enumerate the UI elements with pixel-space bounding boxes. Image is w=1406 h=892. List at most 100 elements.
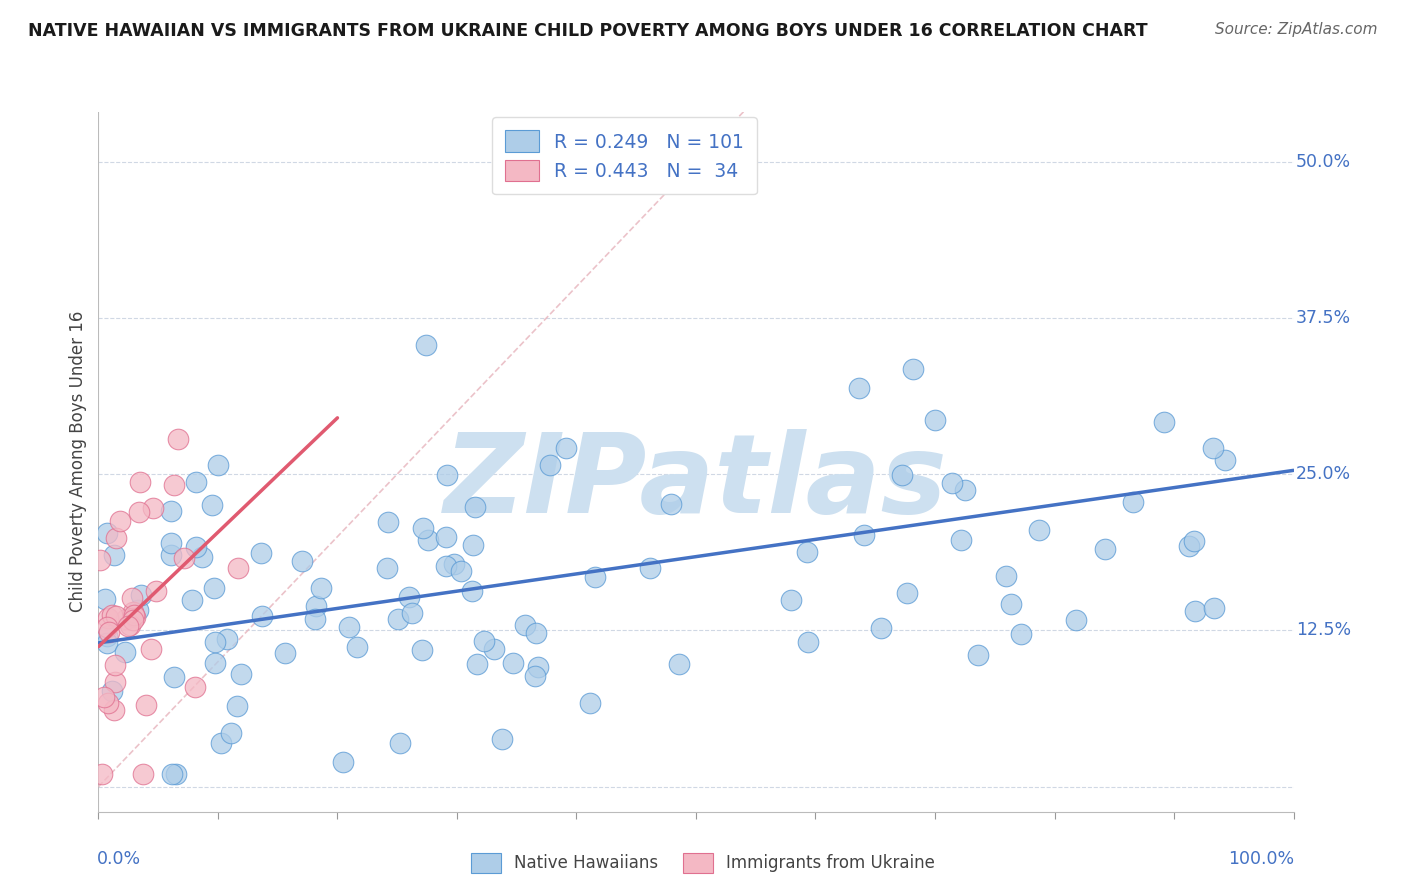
Text: NATIVE HAWAIIAN VS IMMIGRANTS FROM UKRAINE CHILD POVERTY AMONG BOYS UNDER 16 COR: NATIVE HAWAIIAN VS IMMIGRANTS FROM UKRAI…	[28, 22, 1147, 40]
Point	[104, 531, 127, 545]
Point	[467, 657, 489, 671]
Point	[387, 612, 409, 626]
Point	[291, 553, 314, 567]
Point	[502, 656, 524, 670]
Point	[204, 657, 226, 671]
Point	[94, 591, 117, 606]
Point	[482, 642, 505, 657]
Point	[1010, 626, 1032, 640]
Point	[120, 618, 142, 632]
Point	[160, 535, 183, 549]
Point	[215, 632, 238, 646]
Point	[226, 699, 249, 714]
Point	[186, 540, 208, 554]
Point	[304, 612, 326, 626]
Point	[848, 381, 870, 395]
Legend: R = 0.249   N = 101, R = 0.443   N =  34: R = 0.249 N = 101, R = 0.443 N = 34	[492, 118, 756, 194]
Point	[377, 515, 399, 529]
Point	[101, 607, 124, 622]
Point	[89, 553, 111, 567]
Point	[412, 521, 434, 535]
Point	[779, 593, 801, 607]
Point	[1064, 613, 1087, 627]
Point	[207, 458, 229, 472]
Point	[949, 533, 972, 547]
Point	[250, 546, 273, 560]
Point	[209, 735, 232, 749]
Point	[163, 670, 186, 684]
Point	[135, 698, 157, 712]
Text: 50.0%: 50.0%	[1296, 153, 1351, 170]
Y-axis label: Child Poverty Among Boys Under 16: Child Poverty Among Boys Under 16	[69, 311, 87, 612]
Point	[117, 618, 139, 632]
Point	[103, 675, 125, 690]
Point	[416, 533, 439, 548]
Point	[901, 362, 924, 376]
Legend: Native Hawaiians, Immigrants from Ukraine: Native Hawaiians, Immigrants from Ukrain…	[464, 847, 942, 880]
Point	[97, 611, 120, 625]
Point	[472, 634, 495, 648]
Point	[204, 635, 226, 649]
Point	[966, 648, 988, 662]
Point	[1153, 415, 1175, 429]
Point	[1028, 523, 1050, 537]
Point	[523, 669, 546, 683]
Text: 37.5%: 37.5%	[1296, 309, 1351, 326]
Point	[443, 558, 465, 572]
Point	[160, 767, 183, 781]
Point	[201, 498, 224, 512]
Point	[124, 610, 146, 624]
Point	[659, 498, 682, 512]
Point	[139, 642, 162, 657]
Point	[309, 581, 332, 595]
Point	[436, 467, 458, 482]
Point	[97, 696, 120, 710]
Point	[527, 659, 550, 673]
Point	[114, 645, 136, 659]
Point	[124, 607, 146, 622]
Point	[128, 505, 150, 519]
Point	[375, 561, 398, 575]
Point	[1182, 534, 1205, 549]
Point	[121, 591, 143, 605]
Point	[668, 657, 690, 671]
Point	[583, 570, 606, 584]
Point	[1094, 542, 1116, 557]
Text: 100.0%: 100.0%	[1229, 850, 1295, 868]
Point	[538, 458, 561, 473]
Point	[145, 584, 167, 599]
Point	[305, 599, 328, 614]
Point	[1122, 495, 1144, 509]
Point	[339, 620, 361, 634]
Point	[165, 767, 187, 781]
Point	[398, 591, 420, 605]
Point	[515, 618, 537, 632]
Point	[896, 586, 918, 600]
Point	[159, 503, 181, 517]
Point	[191, 549, 214, 564]
Point	[555, 441, 578, 455]
Point	[461, 583, 484, 598]
Text: 0.0%: 0.0%	[97, 850, 142, 868]
Point	[1184, 604, 1206, 618]
Point	[184, 475, 207, 489]
Text: 12.5%: 12.5%	[1296, 622, 1351, 640]
Point	[96, 525, 118, 540]
Point	[464, 500, 486, 514]
Point	[579, 696, 602, 710]
Point	[852, 528, 875, 542]
Point	[346, 640, 368, 654]
Text: ZIPatlas: ZIPatlas	[444, 429, 948, 536]
Point	[1213, 453, 1236, 467]
Point	[941, 475, 963, 490]
Point	[1204, 601, 1226, 615]
Point	[103, 549, 125, 563]
Point	[160, 548, 183, 562]
Point	[163, 478, 186, 492]
Point	[389, 736, 412, 750]
Point	[108, 514, 131, 528]
Point	[127, 603, 149, 617]
Point	[167, 432, 190, 446]
Point	[415, 338, 437, 352]
Point	[131, 589, 153, 603]
